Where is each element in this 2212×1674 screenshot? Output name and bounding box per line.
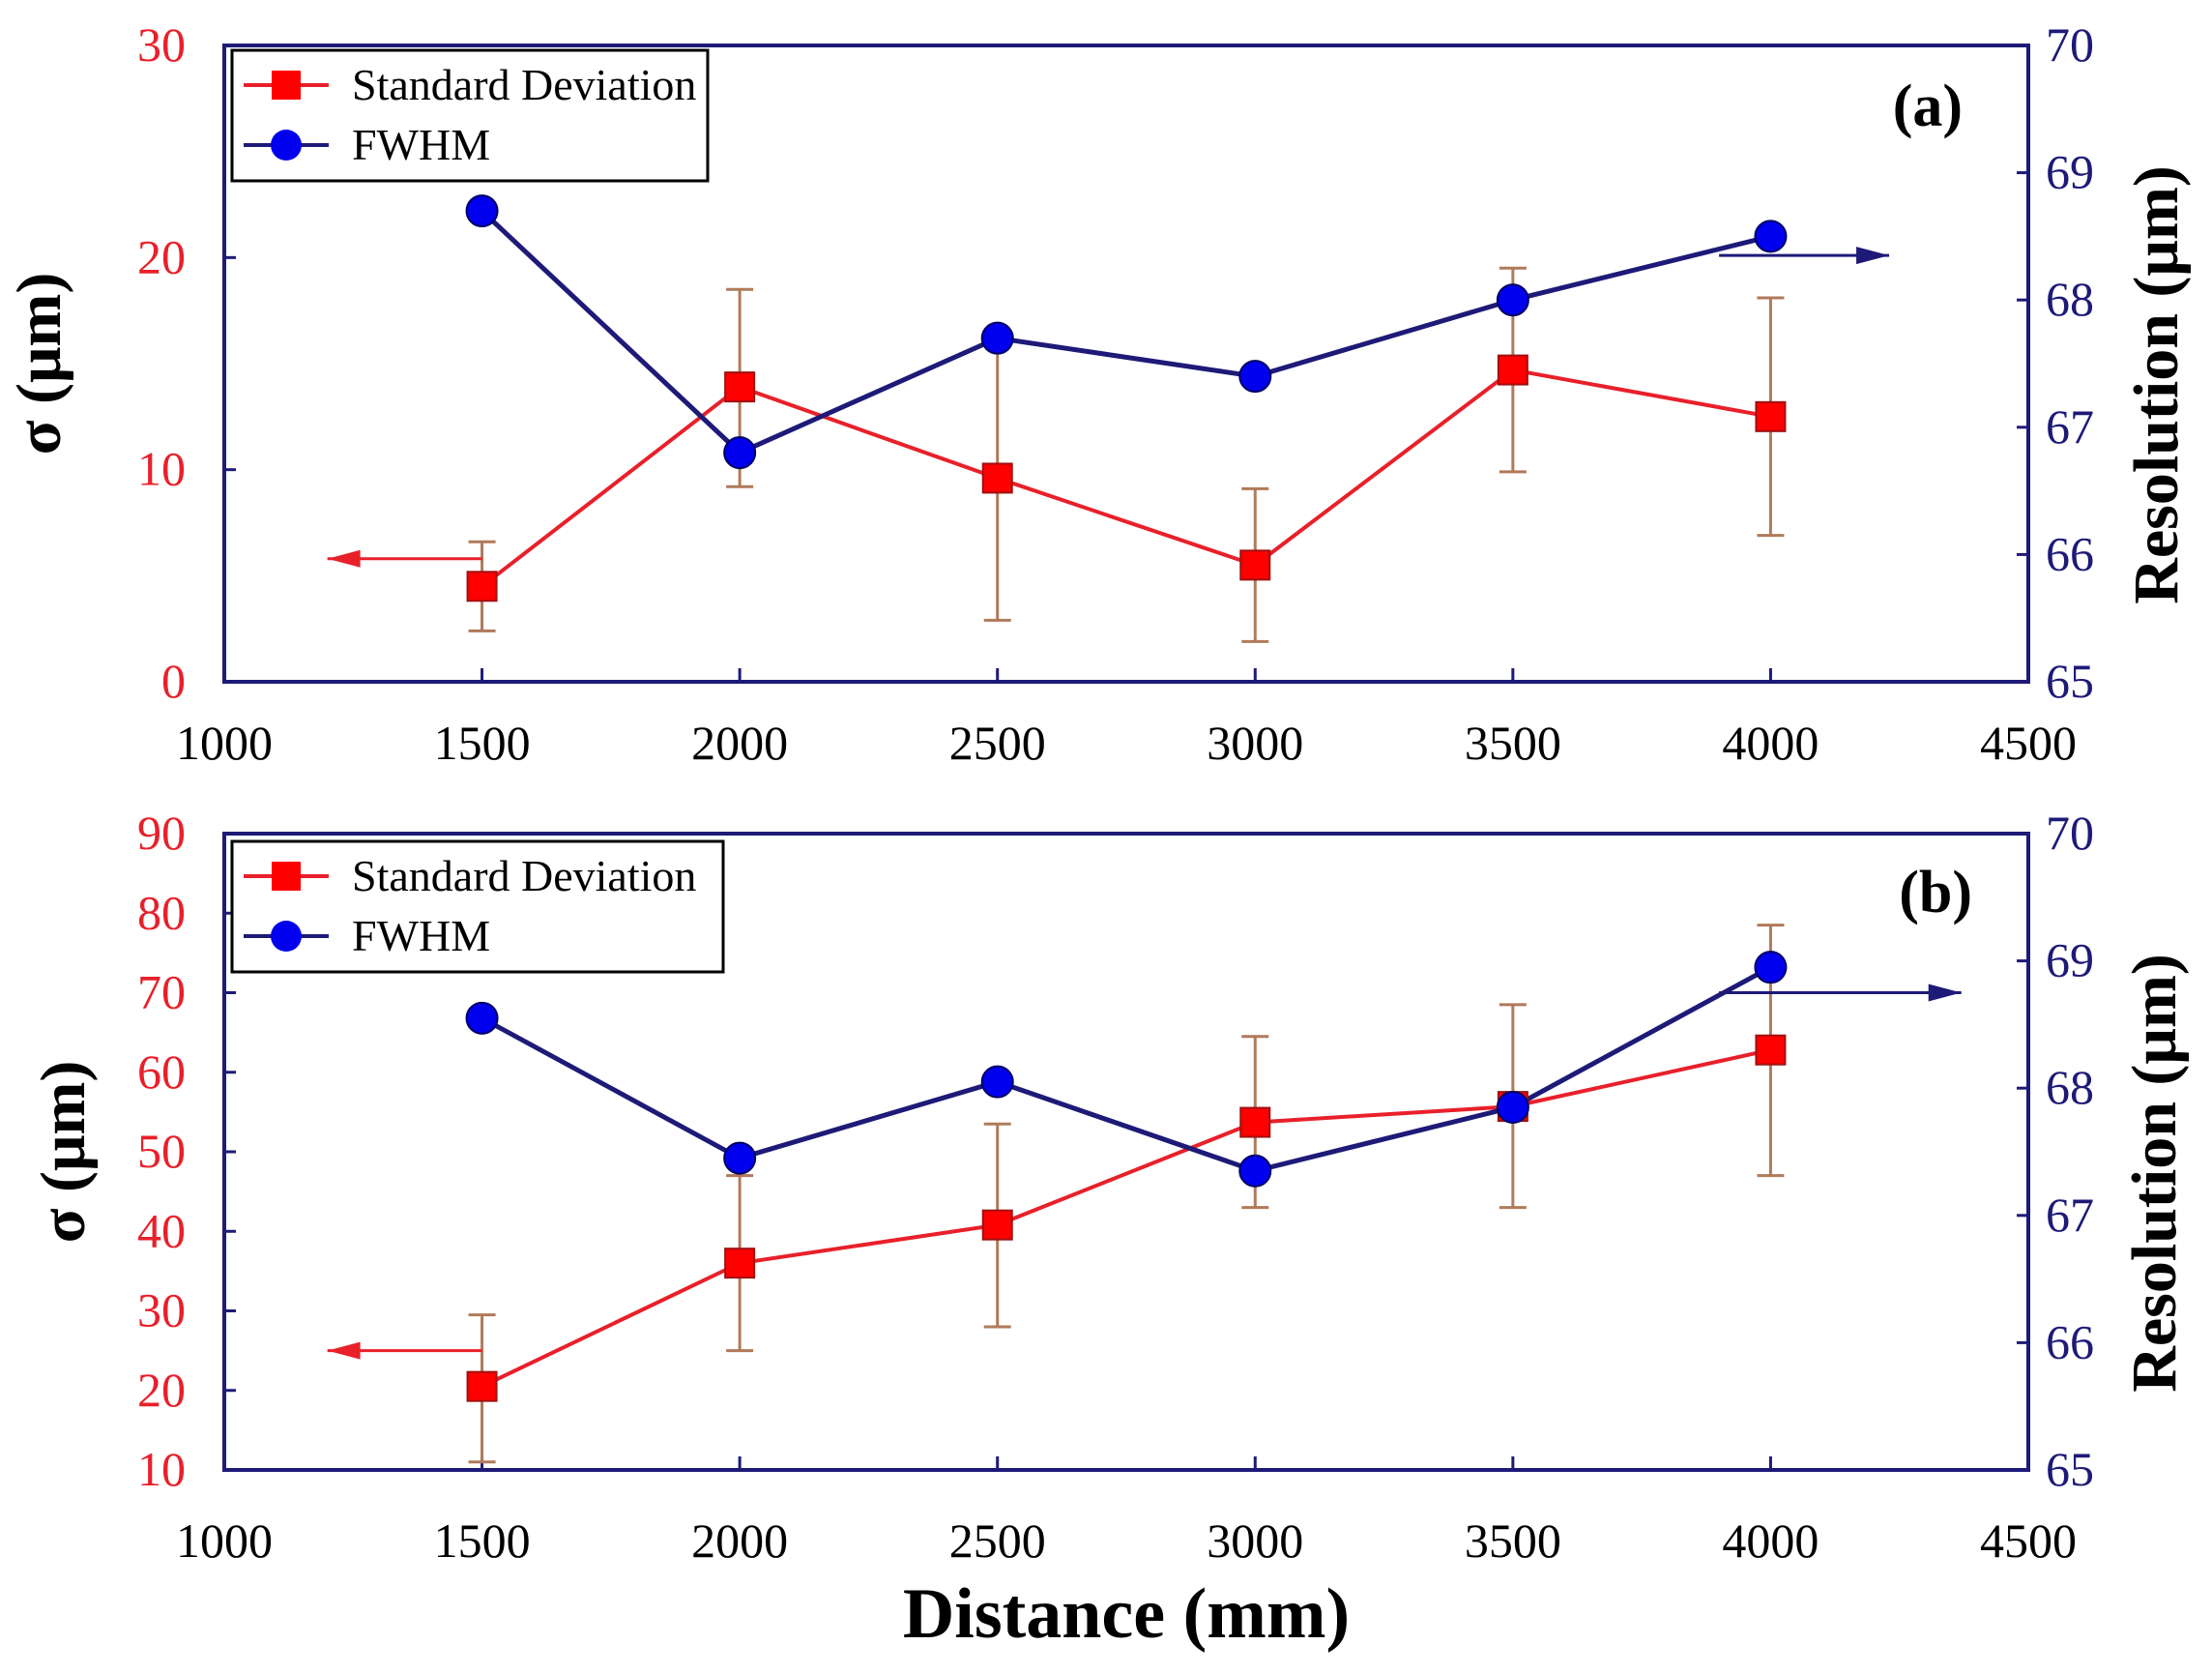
x-tick-label: 2000 bbox=[691, 716, 788, 770]
y-tick-label: 20 bbox=[137, 1363, 186, 1417]
y2-tick-label: 67 bbox=[2046, 1188, 2094, 1242]
arrow-head bbox=[327, 1341, 361, 1360]
y2-tick-label: 68 bbox=[2046, 272, 2094, 326]
y2-tick-label: 70 bbox=[2046, 17, 2094, 72]
x-tick-label: 2500 bbox=[949, 1513, 1046, 1568]
y2-axis-title: Resolution (μm) bbox=[2119, 954, 2190, 1393]
y-tick-label: 20 bbox=[137, 229, 186, 283]
legend-box bbox=[230, 48, 710, 183]
fwhm-point bbox=[465, 194, 499, 228]
plot-frame bbox=[222, 44, 2030, 684]
panel-b: 10 20 30 40 50 60 70 80 90 65 66 67 68 69 70 1000 1500 20… bbox=[28, 806, 2190, 1568]
y2-tick-label: 69 bbox=[2046, 933, 2094, 987]
left-axis-arrow bbox=[327, 1341, 482, 1360]
x-tick-label: 3500 bbox=[1465, 716, 1561, 770]
x-tick-label: 2000 bbox=[691, 1513, 788, 1568]
x-tick-label: 3000 bbox=[1207, 1513, 1303, 1568]
x-tick-label: 4500 bbox=[1980, 1513, 2077, 1568]
y-tick-label: 30 bbox=[137, 1283, 186, 1337]
panel-label: (a) bbox=[1893, 73, 1963, 139]
left-axis-arrow bbox=[327, 549, 482, 568]
std-dev-line bbox=[480, 1047, 1771, 1389]
right-axis-arrow bbox=[1719, 984, 1962, 1002]
fwhm-point bbox=[1496, 1090, 1529, 1124]
arrow-head bbox=[327, 549, 361, 568]
fwhm-point bbox=[1496, 283, 1529, 317]
fwhm-point bbox=[723, 1141, 757, 1175]
y-tick-label: 10 bbox=[137, 442, 186, 496]
y-tick-label: 70 bbox=[137, 965, 186, 1019]
legend-box bbox=[230, 839, 725, 974]
fwhm-point bbox=[1238, 360, 1272, 394]
y2-tick-label: 66 bbox=[2046, 1314, 2094, 1368]
panel-label: (b) bbox=[1899, 860, 1972, 925]
std-dev-point bbox=[724, 371, 756, 403]
y-tick-label: 0 bbox=[161, 654, 186, 708]
y-axis-title: σ (μm) bbox=[28, 1061, 99, 1244]
fwhm-point bbox=[465, 1001, 499, 1035]
y-tick-label: 10 bbox=[137, 1442, 186, 1496]
x-tick-label: 1000 bbox=[176, 716, 273, 770]
std-dev-point bbox=[466, 571, 498, 602]
x-tick-label: 1500 bbox=[434, 1513, 531, 1568]
arrow-head bbox=[1856, 247, 1890, 265]
x-tick-label: 4000 bbox=[1722, 1513, 1819, 1568]
std-dev-point bbox=[1239, 549, 1271, 581]
fwhm-point bbox=[1238, 1154, 1272, 1188]
legend: Standard Deviation FWHM bbox=[230, 839, 725, 974]
legend-std-marker bbox=[272, 862, 301, 891]
y2-tick-label: 66 bbox=[2046, 526, 2094, 580]
legend-fwhm-label: FWHM bbox=[352, 120, 490, 169]
legend-fwhm-marker bbox=[271, 130, 302, 161]
y-tick-label: 40 bbox=[137, 1203, 186, 1257]
std-dev-point bbox=[466, 1370, 498, 1402]
std-dev-point bbox=[724, 1248, 756, 1279]
std-dev-point bbox=[1755, 400, 1787, 432]
x-tick-label: 3000 bbox=[1207, 716, 1303, 770]
y2-tick-label: 69 bbox=[2046, 145, 2094, 199]
x-tick-label: 4500 bbox=[1980, 716, 2077, 770]
y2-tick-label: 70 bbox=[2046, 806, 2094, 860]
legend-fwhm-marker bbox=[271, 921, 302, 952]
x-tick-label: 1000 bbox=[176, 1513, 273, 1568]
y2-tick-label: 67 bbox=[2046, 399, 2094, 454]
y2-tick-label: 65 bbox=[2046, 654, 2094, 708]
x-tick-label: 3500 bbox=[1465, 1513, 1561, 1568]
x-axis-title: Distance (mm) bbox=[903, 1574, 1350, 1654]
fwhm-line bbox=[480, 964, 1772, 1174]
std-dev-point bbox=[1755, 1034, 1787, 1066]
x-tick-label: 4000 bbox=[1722, 716, 1819, 770]
y2-tick-label: 65 bbox=[2046, 1442, 2094, 1496]
right-axis-arrow bbox=[1719, 247, 1890, 265]
legend: Standard Deviation FWHM bbox=[230, 48, 710, 183]
legend-std-marker bbox=[272, 71, 301, 100]
fwhm-point bbox=[1754, 220, 1788, 253]
y-tick-label: 80 bbox=[137, 885, 186, 939]
x-tick-label: 2500 bbox=[949, 716, 1046, 770]
y-tick-label: 30 bbox=[137, 17, 186, 72]
legend-std-label: Standard Deviation bbox=[352, 60, 696, 109]
panel-a: 0 10 20 30 65 66 67 68 69 70 1000 1500 2000 2500 3000 3… bbox=[4, 17, 2192, 770]
y-tick-label: 60 bbox=[137, 1044, 186, 1099]
std-dev-point bbox=[981, 1209, 1013, 1241]
y2-axis-title: Resolution (μm) bbox=[2121, 165, 2192, 604]
y2-tick-label: 68 bbox=[2046, 1060, 2094, 1114]
std-dev-point bbox=[981, 462, 1013, 494]
y-tick-label: 90 bbox=[137, 806, 186, 860]
legend-std-label: Standard Deviation bbox=[352, 851, 696, 900]
fwhm-point bbox=[980, 321, 1014, 355]
arrow-head bbox=[1928, 984, 1962, 1002]
y-tick-label: 50 bbox=[137, 1124, 186, 1178]
x-tick-label: 1500 bbox=[434, 716, 531, 770]
fwhm-point bbox=[980, 1065, 1014, 1099]
legend-fwhm-label: FWHM bbox=[352, 911, 490, 960]
std-dev-line bbox=[480, 367, 1771, 588]
std-dev-point bbox=[1239, 1106, 1271, 1138]
y-axis-title: σ (μm) bbox=[4, 273, 74, 455]
fwhm-point bbox=[1754, 951, 1788, 984]
fwhm-line bbox=[480, 209, 1772, 456]
fwhm-point bbox=[723, 436, 757, 470]
std-dev-point bbox=[1497, 354, 1528, 386]
